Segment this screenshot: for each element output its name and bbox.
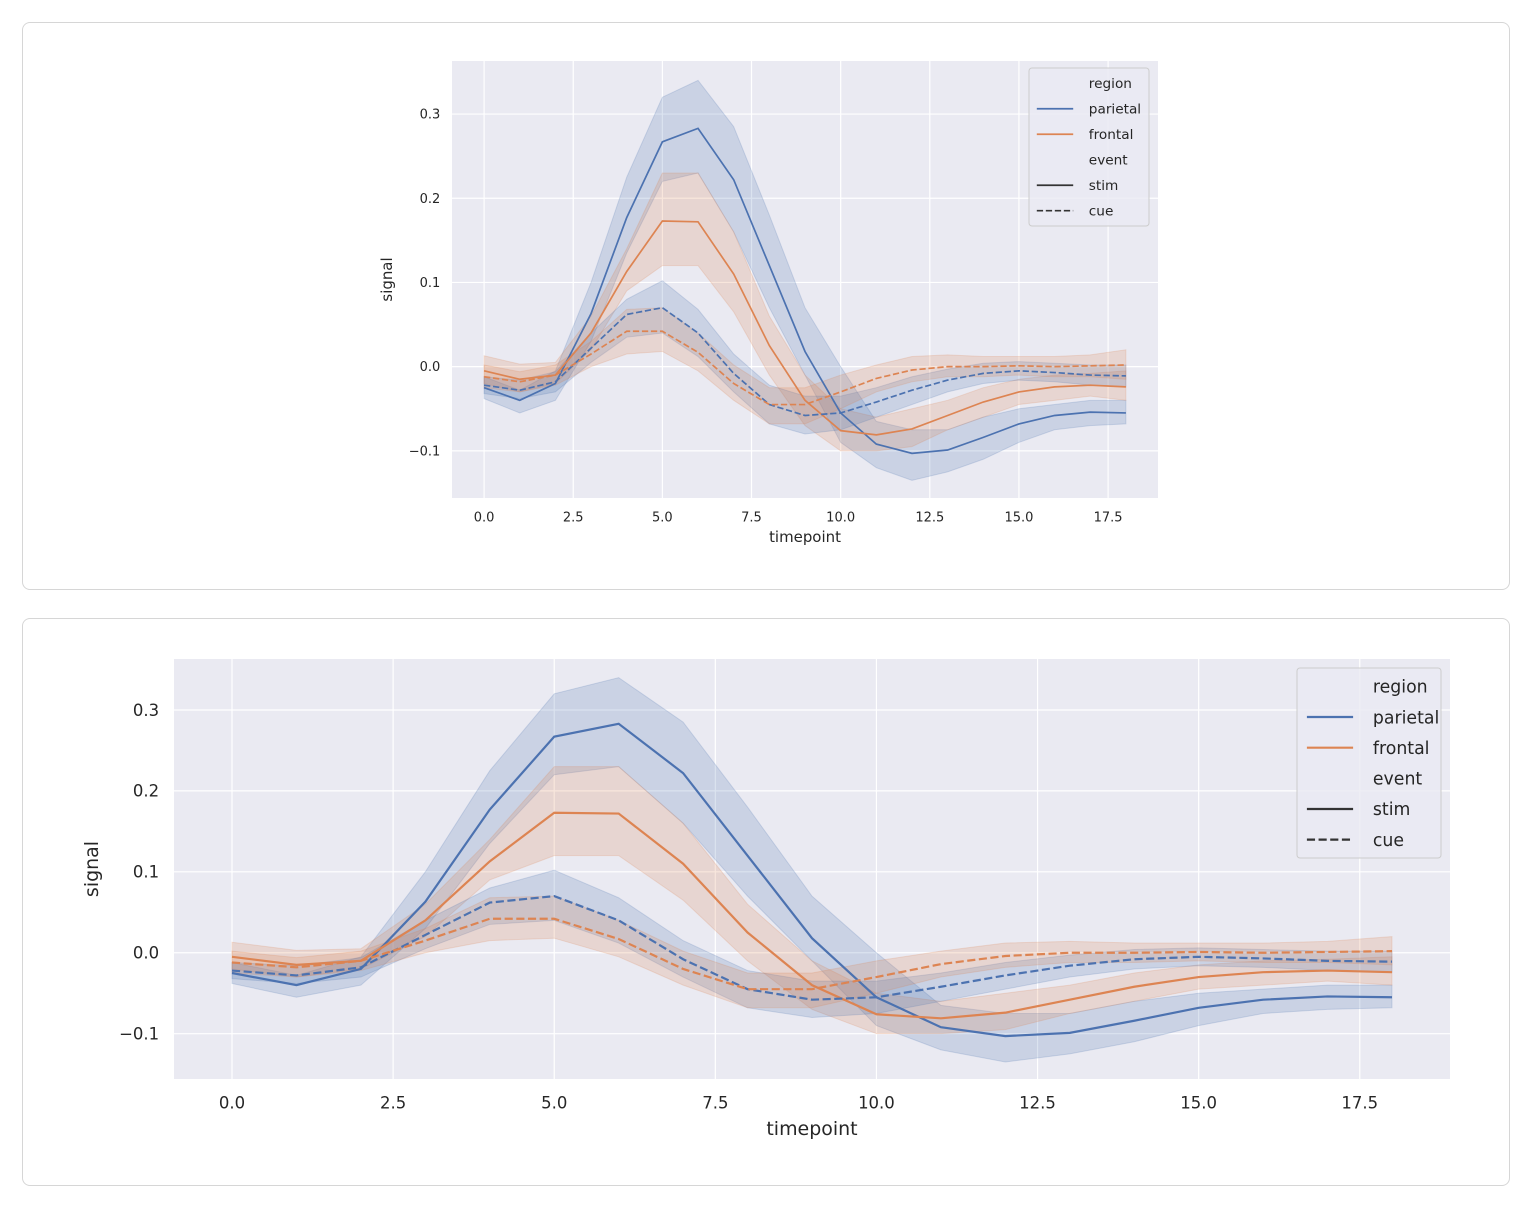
y-tick-label: 0.1 — [420, 276, 441, 291]
x-tick-label: 0.0 — [219, 1094, 245, 1113]
x-tick-label: 10.0 — [826, 510, 855, 525]
legend-title-region: region — [1089, 76, 1132, 92]
legend-item-stim: stim — [1373, 800, 1410, 820]
y-tick-label: −0.1 — [409, 444, 441, 459]
ci-band-parietal-cue — [483, 280, 1127, 435]
x-tick-label: 15.0 — [1180, 1094, 1217, 1113]
line-frontal-stim — [483, 220, 1126, 436]
x-tick-label: 7.5 — [702, 1094, 728, 1113]
y-axis-label: signal — [81, 841, 103, 897]
legend-box — [1296, 667, 1442, 859]
line-frontal-cue — [483, 330, 1126, 406]
x-tick-label: 10.0 — [858, 1094, 895, 1113]
x-tick-label: 12.5 — [915, 510, 944, 525]
legend-item-cue: cue — [1089, 204, 1114, 220]
legend-title-region: region — [1373, 678, 1428, 698]
x-tick-label: 5.0 — [652, 510, 673, 525]
line-parietal-cue — [483, 306, 1126, 417]
legend-item-cue: cue — [1373, 831, 1404, 851]
legend-item-parietal: parietal — [1373, 708, 1439, 728]
y-tick-label: 0.3 — [420, 108, 441, 123]
chart-card-small: 0.0 2.5 5.0 7.5 10.0 12.5 15.0 17.5 −0.1 0.0 0.1 0.… — [22, 22, 1510, 590]
x-axis-label: timepoint — [769, 528, 841, 546]
ci-band-frontal-stim — [483, 172, 1127, 452]
legend-box — [1028, 67, 1150, 227]
plot-background — [174, 659, 1450, 1079]
x-tick-label: 17.5 — [1094, 510, 1123, 525]
legend: region parietal frontal event stim cue — [1296, 667, 1442, 859]
x-tick-label: 5.0 — [541, 1094, 567, 1113]
line-parietal-stim — [231, 722, 1393, 1038]
y-tick-label: 0.1 — [133, 863, 159, 882]
line-frontal-cue — [231, 917, 1393, 991]
chart-card-wide: 0.0 2.5 5.0 7.5 10.0 12.5 15.0 17.5 −0.1 0.0 0.1 0.… — [22, 618, 1510, 1186]
y-axis-label: signal — [378, 257, 396, 301]
line-chart-wide: 0.0 2.5 5.0 7.5 10.0 12.5 15.0 17.5 −0.1 0.0 0.1 0.… — [81, 659, 1450, 1140]
legend-item-parietal: parietal — [1089, 102, 1141, 118]
line-frontal-stim — [231, 811, 1393, 1020]
y-tick-label: −0.1 — [119, 1024, 159, 1043]
legend-item-frontal: frontal — [1373, 739, 1430, 759]
x-tick-label: 2.5 — [563, 510, 584, 525]
ci-band-frontal-cue — [231, 895, 1393, 1009]
y-tick-label: 0.2 — [420, 192, 441, 207]
y-tick-label: 0.0 — [420, 360, 441, 375]
y-tick-label: 0.3 — [133, 701, 159, 720]
legend-title-event: event — [1089, 153, 1129, 169]
y-tick-label: 0.2 — [133, 782, 159, 801]
x-tick-label: 0.0 — [474, 510, 495, 525]
line-chart-small: 0.0 2.5 5.0 7.5 10.0 12.5 15.0 17.5 −0.1 0.0 0.1 0.… — [378, 61, 1158, 546]
x-tick-label: 7.5 — [741, 510, 762, 525]
legend-item-stim: stim — [1089, 178, 1119, 194]
line-parietal-cue — [231, 894, 1393, 1001]
x-tick-label: 17.5 — [1341, 1094, 1378, 1113]
x-tick-label: 12.5 — [1019, 1094, 1056, 1113]
line-parietal-stim — [483, 127, 1126, 455]
legend-item-frontal: frontal — [1089, 127, 1134, 143]
x-tick-label: 2.5 — [380, 1094, 406, 1113]
ci-band-frontal-stim — [231, 766, 1393, 1035]
legend: region parietal frontal event stim cue — [1028, 67, 1150, 227]
y-tick-label: 0.0 — [133, 944, 159, 963]
x-axis-label: timepoint — [766, 1118, 857, 1140]
x-tick-label: 15.0 — [1004, 510, 1033, 525]
legend-title-event: event — [1373, 770, 1423, 790]
ci-band-frontal-cue — [483, 307, 1127, 425]
